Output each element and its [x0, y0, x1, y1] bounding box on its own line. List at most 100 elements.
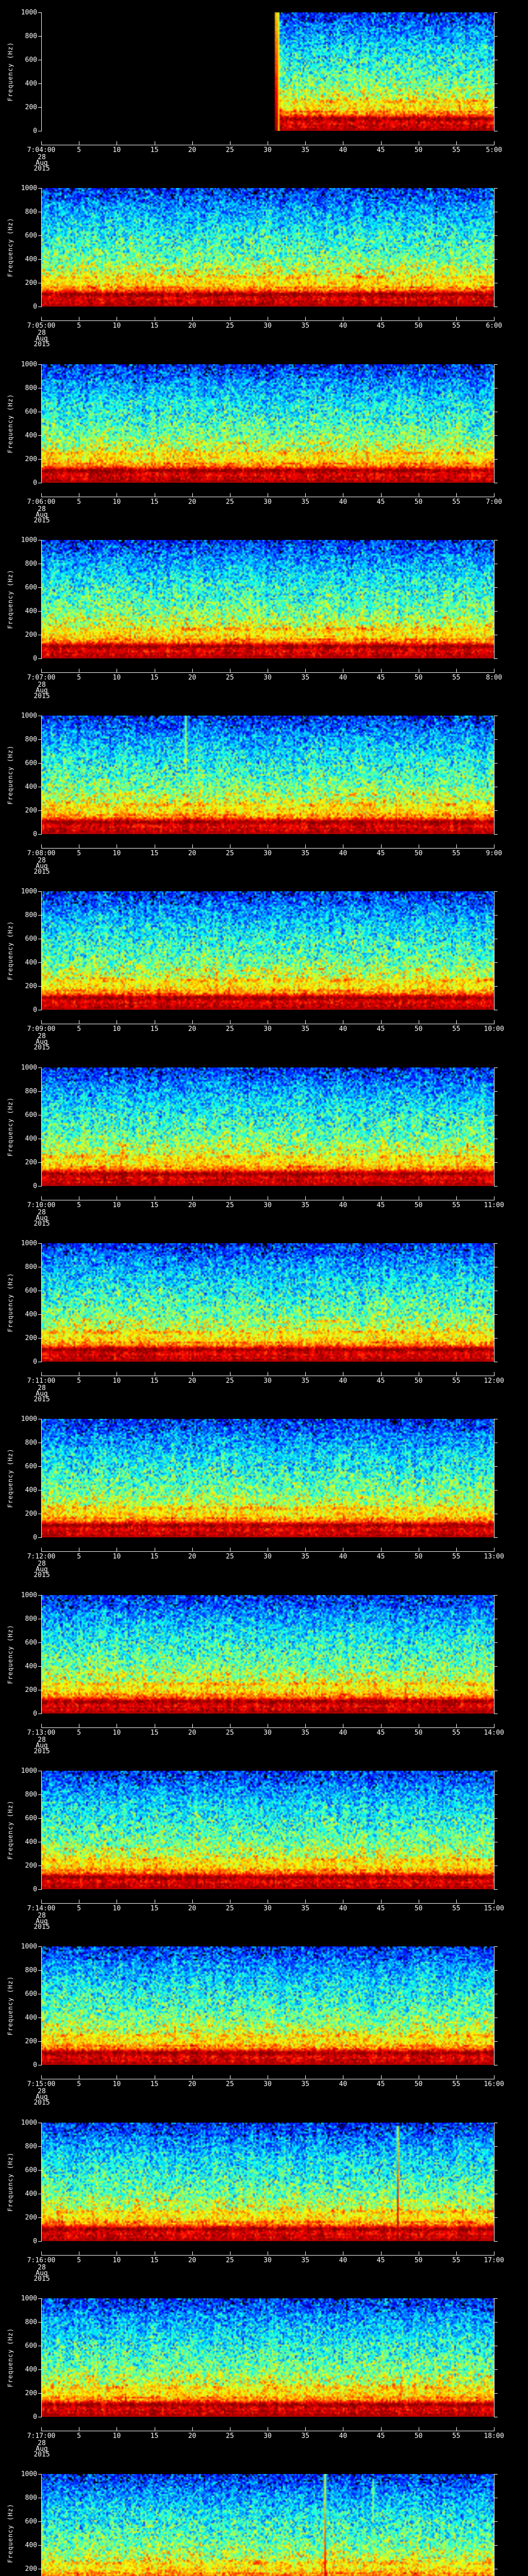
- frequency-tick-mark: [494, 435, 498, 436]
- y-axis-line-left: [41, 1419, 42, 1538]
- date-month: Aug: [36, 335, 48, 343]
- time-tick-label: 5: [77, 146, 81, 154]
- frequency-tick-mark: [494, 1091, 498, 1092]
- time-tick-label: 55: [452, 1025, 460, 1033]
- time-tick-mark: [192, 1020, 193, 1024]
- frequency-tick-mark: [38, 1314, 41, 1315]
- frequency-tick-label: 0: [33, 654, 37, 663]
- time-tick-mark: [305, 493, 306, 497]
- frequency-tick-mark: [38, 2321, 41, 2323]
- date-year: 2015: [34, 1747, 50, 1755]
- frequency-tick-mark: [38, 36, 41, 37]
- frequency-tick-mark: [38, 1946, 41, 1947]
- time-tick-label: 20: [188, 1553, 196, 1561]
- time-tick-mark: [41, 2075, 42, 2079]
- time-tick-label: 55: [452, 146, 460, 154]
- frequency-tick-label: 200: [25, 2213, 37, 2222]
- time-tick-label: 15: [150, 322, 159, 330]
- panel-start-time: 7:13:00: [27, 1728, 56, 1737]
- time-tick-mark: [381, 141, 382, 145]
- frequency-axis-title: Frequency (Hz): [7, 394, 14, 453]
- frequency-tick-label: 800: [25, 1439, 37, 1447]
- frequency-tick-label: 400: [25, 256, 37, 264]
- spectrogram-panel: Frequency (Hz) 1000 800 600 400 200 0 7:09:00 5 1…: [0, 879, 528, 1055]
- frequency-tick-mark: [38, 2369, 41, 2370]
- time-axis-line: [41, 672, 494, 673]
- frequency-axis-title: Frequency (Hz): [7, 2328, 14, 2387]
- frequency-tick-label: 200: [25, 2565, 37, 2573]
- time-tick-label: 25: [226, 322, 234, 330]
- time-tick-label: 45: [376, 322, 385, 330]
- date-day: 28: [38, 2439, 46, 2447]
- frequency-tick-label: 600: [25, 759, 37, 768]
- time-tick-label: 10: [112, 1201, 121, 1209]
- y-axis-line-left: [41, 539, 42, 659]
- frequency-tick-mark: [494, 2393, 498, 2394]
- frequency-tick-label: 800: [25, 1790, 37, 1799]
- time-tick-label: 10: [112, 1728, 121, 1737]
- frequency-tick-mark: [38, 2393, 41, 2394]
- frequency-axis-title: Frequency (Hz): [7, 921, 14, 981]
- date-year: 2015: [34, 1044, 50, 1052]
- frequency-tick-label: 1000: [21, 2470, 37, 2479]
- date-year: 2015: [34, 341, 50, 349]
- time-tick-label: 10: [112, 1553, 121, 1561]
- time-tick-mark: [192, 2427, 193, 2431]
- date-day: 28: [38, 1384, 46, 1393]
- frequency-tick-mark: [38, 235, 41, 236]
- frequency-tick-label: 1000: [21, 1767, 37, 1775]
- time-tick-mark: [305, 1899, 306, 1903]
- frequency-tick-mark: [494, 1889, 498, 1890]
- date-day: 28: [38, 857, 46, 865]
- frequency-tick-mark: [494, 459, 498, 460]
- date-day: 28: [38, 505, 46, 513]
- time-tick-mark: [41, 1723, 42, 1727]
- time-tick-label: 25: [226, 1553, 234, 1561]
- date-day: 28: [38, 1736, 46, 1744]
- frequency-tick-mark: [38, 259, 41, 260]
- time-tick-label: 35: [301, 1201, 309, 1209]
- spectrogram-image: [41, 1067, 494, 1186]
- frequency-tick-mark: [494, 235, 498, 236]
- frequency-tick-mark: [494, 1666, 498, 1667]
- frequency-tick-label: 1000: [21, 2294, 37, 2302]
- frequency-tick-label: 0: [33, 1182, 37, 1190]
- frequency-tick-mark: [38, 83, 41, 84]
- time-tick-label: 30: [263, 1377, 272, 1385]
- time-tick-mark: [41, 1548, 42, 1552]
- frequency-tick-label: 600: [25, 2342, 37, 2350]
- frequency-tick-label: 600: [25, 232, 37, 240]
- frequency-tick-label: 800: [25, 1967, 37, 1975]
- date-month: Aug: [36, 1038, 48, 1046]
- time-tick-label: 40: [339, 2080, 348, 2089]
- panel-end-time: 14:00: [484, 1728, 504, 1737]
- frequency-tick-mark: [494, 1067, 498, 1068]
- time-tick-mark: [456, 668, 457, 672]
- panel-start-time: 7:11:00: [27, 1377, 56, 1385]
- date-month: Aug: [36, 511, 48, 519]
- frequency-tick-mark: [38, 188, 41, 189]
- time-tick-label: 30: [263, 1025, 272, 1033]
- frequency-tick-label: 200: [25, 2389, 37, 2397]
- spectrogram-panel: Frequency (Hz) 1000 800 600 400 200 0 7:15:00 5 1…: [0, 1934, 528, 2110]
- time-axis-line: [41, 320, 494, 321]
- time-tick-label: 45: [376, 498, 385, 506]
- time-tick-label: 35: [301, 2080, 309, 2089]
- time-tick-label: 20: [188, 673, 196, 682]
- time-tick-label: 10: [112, 850, 121, 858]
- frequency-tick-mark: [494, 1466, 498, 1467]
- frequency-axis-title: Frequency (Hz): [7, 42, 14, 101]
- time-tick-label: 40: [339, 2256, 348, 2264]
- frequency-tick-label: 0: [33, 2413, 37, 2421]
- time-tick-label: 5: [77, 2080, 81, 2089]
- frequency-tick-label: 200: [25, 1158, 37, 1166]
- frequency-tick-label: 800: [25, 2142, 37, 2150]
- frequency-tick-mark: [494, 36, 498, 37]
- time-tick-mark: [381, 2075, 382, 2079]
- frequency-tick-label: 0: [33, 479, 37, 487]
- frequency-axis-title: Frequency (Hz): [7, 1624, 14, 1684]
- frequency-tick-mark: [38, 962, 41, 963]
- frequency-tick-mark: [38, 1970, 41, 1971]
- panel-end-time: 18:00: [484, 2432, 504, 2440]
- time-tick-mark: [41, 317, 42, 321]
